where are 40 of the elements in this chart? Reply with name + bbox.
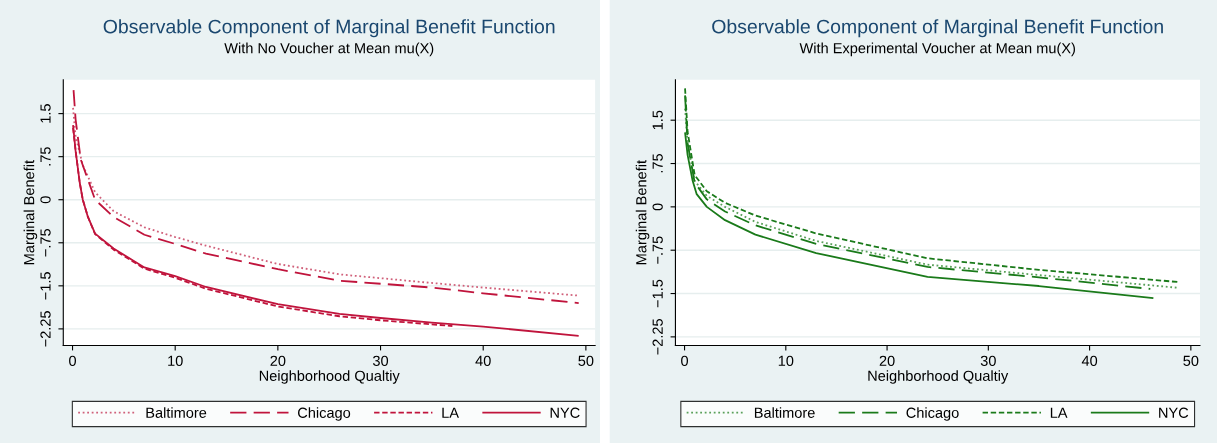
x-tick-label: 40	[1081, 355, 1098, 366]
y-tick-label: 1.5	[40, 104, 51, 123]
x-tick-label: 30	[372, 355, 389, 366]
y-tick-label: −.75	[652, 236, 663, 264]
x-axis-title: Neighborhood Qualtiy	[868, 370, 1009, 384]
legend-label: Chicago	[906, 407, 959, 421]
x-tick-label: 10	[168, 355, 183, 366]
y-tick-label: .75	[652, 154, 663, 173]
y-tick-label: 0	[652, 203, 663, 211]
x-tick-label: 0	[69, 355, 77, 366]
legend-label: NYC	[1159, 407, 1189, 418]
x-tick-label: 20	[270, 355, 286, 366]
x-tick-label: 0	[681, 355, 689, 366]
y-tick-label: −.75	[40, 229, 51, 257]
y-axis-title: Marginal Benefit	[23, 160, 38, 265]
y-tick-label: .75	[40, 147, 51, 166]
x-axis-title: Neighborhood Qualtiy	[259, 370, 400, 384]
legend-label: Chicago	[298, 407, 351, 421]
legend-label: LA	[1050, 407, 1068, 418]
chart-title: Observable Component of Marginal Benefit Function	[712, 19, 1163, 38]
chart-title: Observable Component of Marginal Benefit Function	[103, 19, 555, 38]
y-tick-label: −2.25	[652, 319, 663, 355]
x-tick-label: 10	[778, 355, 794, 366]
legend-label: Baltimore	[146, 407, 207, 418]
y-tick-label: −2.25	[40, 311, 51, 347]
chart-subtitle: With No Voucher at Mean mu(X)	[224, 42, 434, 57]
y-tick-label: 1.5	[652, 110, 663, 130]
y-tick-label: 0	[40, 196, 51, 204]
legend-label: Baltimore	[754, 407, 815, 418]
y-tick-label: −1.5	[40, 272, 51, 300]
x-tick-label: 50	[578, 355, 594, 366]
legend-label: NYC	[550, 407, 580, 418]
x-tick-label: 30	[980, 355, 996, 366]
legend-label: LA	[442, 407, 459, 418]
x-tick-label: 20	[879, 355, 895, 366]
x-tick-label: 50	[1183, 355, 1199, 366]
chart-subtitle: With Experimental Voucher at Mean mu(X)	[799, 42, 1075, 57]
y-tick-label: −1.5	[652, 279, 663, 308]
y-axis-title: Marginal Benefit	[635, 160, 650, 265]
x-tick-label: 40	[475, 355, 491, 366]
